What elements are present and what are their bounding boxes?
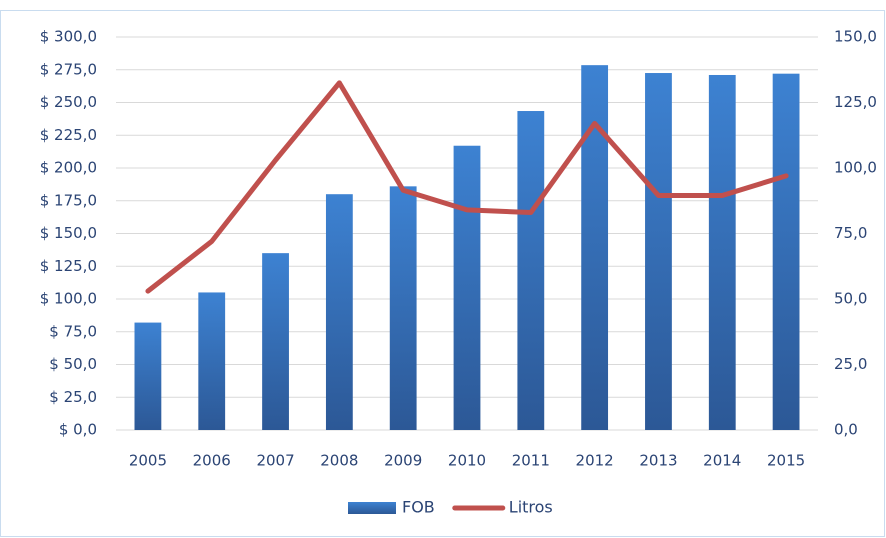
- bar: [517, 111, 545, 430]
- y-tick-label: $ 250,0: [40, 93, 97, 111]
- bar: [645, 73, 672, 431]
- y2-tick-label: 125,0: [834, 93, 877, 111]
- bar: [708, 74, 736, 431]
- legend-swatch: [348, 502, 396, 514]
- y2-tick-label: 100,0: [834, 159, 877, 177]
- y-tick-label: $ 200,0: [40, 159, 97, 177]
- x-tick-label: 2006: [193, 452, 231, 470]
- legend-label: Litros: [509, 498, 553, 517]
- bar: [772, 73, 800, 431]
- x-tick-label: 2008: [320, 452, 358, 470]
- y-tick-label: $ 275,0: [40, 60, 97, 78]
- x-tick-label: 2009: [384, 452, 422, 470]
- y-tick-label: $ 175,0: [40, 191, 97, 209]
- x-tick-label: 2011: [512, 452, 550, 470]
- x-tick-label: 2013: [639, 452, 677, 470]
- chart-border: [0, 10, 885, 537]
- y2-tick-label: 25,0: [834, 355, 867, 373]
- x-tick-label: 2005: [129, 452, 167, 470]
- y-tick-label: $ 300,0: [40, 28, 97, 46]
- line: [145, 80, 789, 294]
- bar: [198, 292, 226, 430]
- y-tick-label: $ 100,0: [40, 290, 97, 308]
- y2-tick-label: 50,0: [834, 290, 867, 308]
- bar: [325, 194, 353, 430]
- y-tick-label: $ 150,0: [40, 224, 97, 242]
- y-tick-label: $ 75,0: [49, 322, 97, 340]
- bar: [453, 145, 481, 431]
- bar: [581, 65, 609, 430]
- y-tick-label: $ 0,0: [59, 421, 97, 439]
- y2-tick-label: 0,0: [834, 421, 858, 439]
- x-tick-label: 2007: [256, 452, 294, 470]
- y2-tick-label: 150,0: [834, 28, 877, 46]
- x-tick-label: 2012: [576, 452, 614, 470]
- y-tick-label: $ 50,0: [49, 355, 97, 373]
- y-tick-label: $ 25,0: [49, 388, 97, 406]
- y-tick-label: $ 225,0: [40, 126, 97, 144]
- x-tick-label: 2010: [448, 452, 486, 470]
- bar: [389, 186, 417, 430]
- x-tick-label: 2015: [767, 452, 805, 470]
- bar: [134, 322, 162, 430]
- legend-label: FOB: [402, 498, 435, 517]
- x-tick-label: 2014: [703, 452, 741, 470]
- bar: [262, 253, 289, 430]
- y-tick-label: $ 125,0: [40, 257, 97, 275]
- y2-tick-label: 75,0: [834, 224, 867, 242]
